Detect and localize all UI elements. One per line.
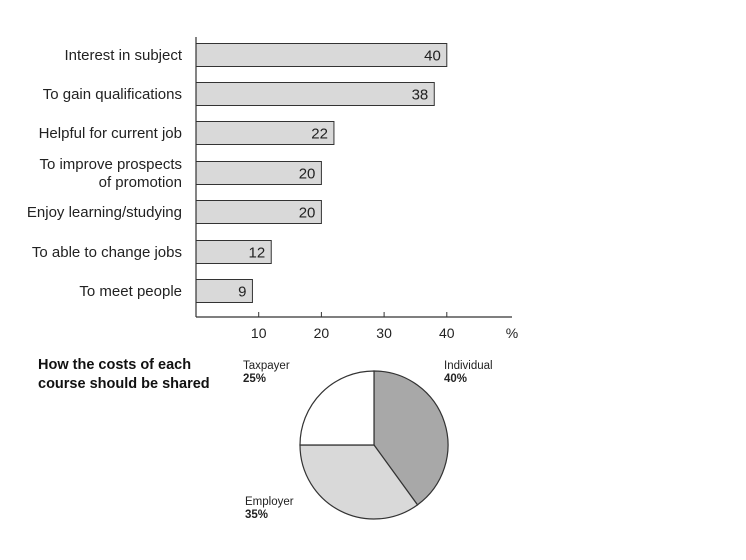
pie-label-taxpayer-name: Taxpayer [243, 360, 290, 372]
category-label-3: To improve prospects of promotion [39, 156, 182, 191]
x-tick-label-0: 10 [251, 325, 267, 341]
pie-label-employer-pct: 35% [245, 509, 269, 521]
category-label-0: Interest in subject [64, 47, 182, 64]
pie-label-taxpayer: Taxpayer 25% [243, 360, 290, 386]
bar-value-label-0: 40 [424, 48, 441, 65]
x-tick-label-3: 40 [439, 325, 455, 341]
bar-value-label-2: 22 [311, 126, 328, 143]
pie-label-individual: Individual 40% [444, 360, 493, 386]
x-tick-label-1: 20 [314, 325, 330, 341]
pie-slice-taxpayer [299, 370, 375, 446]
x-tick-label-2: 30 [376, 325, 392, 341]
bar-value-label-3: 20 [299, 166, 316, 183]
pie-chart-title: How the costs of each course should be s… [38, 357, 210, 392]
category-label-5: To able to change jobs [32, 244, 182, 261]
pie-label-employer-name: Employer [245, 496, 294, 508]
pie-label-individual-name: Individual [444, 360, 493, 372]
bar-value-label-1: 38 [412, 87, 429, 104]
pie-label-individual-pct: 40% [444, 373, 468, 385]
category-label-2: Helpful for current job [39, 125, 182, 142]
category-label-4: Enjoy learning/studying [27, 204, 182, 221]
bar-value-label-5: 12 [249, 245, 266, 262]
pie-slice-employer [299, 444, 419, 520]
x-axis-unit: % [506, 325, 518, 341]
pie-label-employer: Employer 35% [245, 496, 294, 522]
category-label-6: To meet people [79, 283, 182, 300]
pie-label-taxpayer-pct: 25% [243, 373, 267, 385]
category-label-1: To gain qualifications [43, 86, 182, 103]
pie-slice-individual [373, 370, 449, 506]
bar-value-label-4: 20 [299, 205, 316, 222]
bar-chart: 40 Interest in subject 38 To gain qualifica… [27, 37, 518, 341]
bar-value-label-6: 9 [238, 284, 246, 301]
